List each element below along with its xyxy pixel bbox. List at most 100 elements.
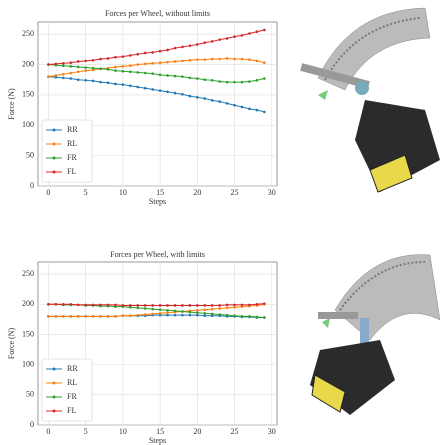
marker bbox=[256, 316, 259, 319]
marker bbox=[151, 51, 154, 54]
marker bbox=[226, 57, 229, 60]
x-tick-label: 10 bbox=[119, 188, 127, 197]
x-tick-label: 0 bbox=[46, 188, 50, 197]
marker bbox=[159, 50, 162, 53]
marker bbox=[144, 72, 147, 75]
figure: 050100150200250051015202530Forces per Wh… bbox=[0, 0, 443, 445]
marker bbox=[84, 69, 87, 72]
marker bbox=[114, 56, 117, 59]
marker bbox=[84, 304, 87, 307]
marker bbox=[129, 84, 132, 87]
marker bbox=[241, 34, 244, 37]
marker bbox=[196, 311, 199, 314]
marker bbox=[256, 30, 259, 33]
marker bbox=[166, 61, 169, 64]
marker bbox=[122, 314, 125, 317]
legend-label: FR bbox=[67, 153, 77, 162]
marker bbox=[211, 79, 214, 82]
marker bbox=[226, 102, 229, 105]
marker bbox=[203, 58, 206, 61]
marker bbox=[248, 58, 251, 61]
marker bbox=[203, 308, 206, 311]
marker bbox=[211, 308, 214, 311]
marker bbox=[114, 304, 117, 307]
y-tick-label: 250 bbox=[22, 269, 34, 278]
robot-top bbox=[300, 8, 440, 192]
legend-marker bbox=[53, 410, 56, 413]
marker bbox=[256, 60, 259, 63]
marker bbox=[174, 310, 177, 313]
marker bbox=[129, 314, 132, 317]
legend-label: FL bbox=[67, 167, 76, 176]
marker bbox=[189, 311, 192, 314]
x-tick-label: 30 bbox=[268, 427, 276, 436]
marker bbox=[136, 63, 139, 66]
marker bbox=[69, 65, 72, 68]
marker bbox=[159, 74, 162, 77]
marker bbox=[218, 38, 221, 41]
marker bbox=[256, 109, 259, 112]
marker bbox=[196, 77, 199, 80]
marker bbox=[159, 312, 162, 315]
y-tick-label: 50 bbox=[26, 390, 34, 399]
marker bbox=[241, 81, 244, 84]
y-tick-label: 50 bbox=[26, 150, 34, 159]
marker bbox=[226, 81, 229, 84]
marker bbox=[196, 43, 199, 46]
legend-marker bbox=[53, 129, 56, 132]
marker bbox=[211, 304, 214, 307]
marker bbox=[151, 88, 154, 91]
marker bbox=[62, 73, 65, 76]
marker bbox=[166, 91, 169, 94]
marker bbox=[144, 63, 147, 66]
marker bbox=[256, 79, 259, 82]
y-tick-label: 0 bbox=[30, 181, 34, 190]
y-tick-label: 100 bbox=[22, 359, 34, 368]
marker bbox=[77, 71, 80, 74]
marker bbox=[166, 309, 169, 312]
x-axis-label: Steps bbox=[149, 436, 166, 445]
x-axis-label: Steps bbox=[149, 197, 166, 206]
marker bbox=[136, 86, 139, 89]
y-axis-label: Force (N) bbox=[7, 328, 16, 360]
x-tick-label: 5 bbox=[84, 427, 88, 436]
marker bbox=[196, 314, 199, 317]
marker bbox=[233, 81, 236, 84]
marker bbox=[84, 79, 87, 82]
marker bbox=[189, 77, 192, 80]
marker bbox=[166, 314, 169, 317]
marker bbox=[248, 304, 251, 307]
legend-label: RL bbox=[67, 378, 77, 387]
marker bbox=[181, 46, 184, 49]
marker bbox=[122, 70, 125, 73]
marker bbox=[69, 72, 72, 75]
y-tick-label: 200 bbox=[22, 59, 34, 68]
x-tick-label: 20 bbox=[193, 427, 201, 436]
legend-marker bbox=[53, 143, 56, 146]
legend-label: RR bbox=[67, 125, 78, 134]
marker bbox=[122, 55, 125, 58]
marker bbox=[122, 65, 125, 68]
marker bbox=[189, 314, 192, 317]
marker bbox=[55, 303, 58, 306]
marker bbox=[144, 87, 147, 90]
marker bbox=[226, 304, 229, 307]
marker bbox=[263, 29, 266, 32]
marker bbox=[196, 58, 199, 61]
marker bbox=[233, 104, 236, 107]
marker bbox=[174, 304, 177, 307]
marker bbox=[263, 316, 266, 319]
marker bbox=[263, 111, 266, 114]
y-tick-label: 0 bbox=[30, 420, 34, 429]
marker bbox=[129, 71, 132, 74]
marker bbox=[55, 315, 58, 318]
x-tick-label: 30 bbox=[268, 188, 276, 197]
marker bbox=[203, 304, 206, 307]
marker bbox=[77, 66, 80, 69]
marker bbox=[181, 75, 184, 78]
x-tick-label: 25 bbox=[231, 188, 239, 197]
marker bbox=[84, 60, 87, 63]
marker bbox=[181, 304, 184, 307]
marker bbox=[99, 58, 102, 61]
y-tick-label: 150 bbox=[22, 329, 34, 338]
